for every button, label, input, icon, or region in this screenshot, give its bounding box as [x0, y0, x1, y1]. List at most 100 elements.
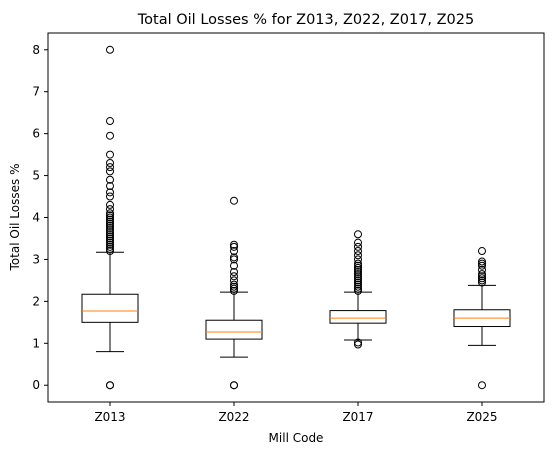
outlier-point [106, 209, 114, 218]
outlier-point [230, 240, 238, 249]
outlier-point [354, 272, 362, 281]
outlier-point [230, 268, 238, 277]
outlier-point [106, 230, 114, 239]
outlier-point [230, 242, 238, 251]
outlier-point [354, 278, 362, 287]
outlier-point [106, 240, 114, 249]
x-tick-label: Z025 [466, 410, 497, 424]
outlier-point [106, 242, 114, 251]
outlier-point [106, 167, 114, 176]
outlier-point [106, 232, 114, 241]
outlier-point [106, 131, 114, 140]
outlier-point [478, 272, 486, 281]
outlier-point [354, 255, 362, 264]
outlier-point [354, 340, 362, 349]
outlier-point [354, 230, 362, 239]
outlier-point [106, 226, 114, 235]
outlier-point [106, 211, 114, 220]
outlier-point [354, 247, 362, 256]
outlier-point [478, 257, 486, 266]
y-tick-label: 1 [32, 336, 40, 350]
outlier-point [230, 276, 238, 285]
outlier-point [106, 205, 114, 214]
outlier-point [106, 158, 114, 167]
y-tick-label: 2 [32, 294, 40, 308]
outlier-point [230, 286, 238, 295]
y-tick-label: 3 [32, 252, 40, 266]
outlier-point [354, 338, 362, 347]
outlier-point [106, 215, 114, 224]
y-tick-label: 6 [32, 127, 40, 141]
outlier-point [230, 280, 238, 289]
outlier-point [106, 192, 114, 201]
outlier-point [354, 274, 362, 283]
outlier-point [230, 284, 238, 293]
outlier-point [230, 381, 238, 390]
outlier-point [354, 270, 362, 279]
outlier-point [230, 272, 238, 281]
outlier-point [106, 244, 114, 253]
outlier-point [106, 200, 114, 209]
y-tick-label: 4 [32, 211, 40, 225]
outlier-point [478, 261, 486, 270]
outlier-point [354, 286, 362, 295]
plot-frame [47, 32, 545, 403]
y-tick-label: 0 [32, 378, 40, 392]
y-tick-label: 7 [32, 85, 40, 99]
outlier-point [354, 276, 362, 285]
outlier-point [106, 150, 114, 159]
outlier-point [106, 117, 114, 126]
outlier-point [354, 263, 362, 272]
outlier-point [354, 242, 362, 251]
outlier-point [230, 282, 238, 291]
outlier-point [106, 163, 114, 172]
outlier-point [354, 284, 362, 293]
outlier-point [478, 247, 486, 256]
x-axis-label: Mill Code [269, 431, 324, 445]
outlier-point [230, 247, 238, 256]
outlier-point [478, 276, 486, 285]
x-tick-label: Z022 [218, 410, 249, 424]
outlier-point [106, 182, 114, 191]
outlier-point [478, 381, 486, 390]
outlier-point [106, 219, 114, 228]
outlier-point [230, 253, 238, 262]
outlier-point [106, 223, 114, 232]
outlier-point [354, 268, 362, 277]
outlier-point [230, 261, 238, 270]
outlier-point [106, 247, 114, 256]
outlier-point [106, 213, 114, 222]
chart-marks: 0 1 2 3 4 5 6 7 8 Z013 Z022 Z017 Z025 [32, 43, 511, 424]
outlier-point [106, 381, 114, 390]
x-tick-label: Z017 [342, 410, 373, 424]
box-iqr [81, 293, 139, 323]
chart-title: Total Oil Losses % for Z013, Z022, Z017,… [137, 12, 474, 28]
outlier-point [106, 236, 114, 245]
outlier-point [478, 274, 486, 283]
outlier-point [106, 188, 114, 197]
outlier-point [354, 238, 362, 247]
x-tick-label: Z013 [94, 410, 125, 424]
outlier-point [106, 175, 114, 184]
outlier-point [478, 270, 486, 279]
outlier-point [478, 265, 486, 274]
outlier-point [354, 259, 362, 268]
outlier-point [230, 196, 238, 205]
y-axis-label: Total Oil Losses % [8, 164, 22, 272]
outlier-point [354, 282, 362, 291]
outlier-point [106, 217, 114, 226]
outlier-point [106, 234, 114, 243]
box-iqr [329, 310, 387, 324]
outlier-point [354, 261, 362, 270]
outlier-point [478, 259, 486, 268]
outlier-point [230, 255, 238, 264]
y-tick-label: 8 [32, 43, 40, 57]
outlier-point [106, 45, 114, 54]
box-iqr [205, 319, 263, 340]
y-tick-label: 5 [32, 169, 40, 183]
outlier-point [106, 238, 114, 247]
outlier-point [478, 278, 486, 287]
outlier-point [354, 280, 362, 289]
outlier-point [106, 228, 114, 237]
outlier-point [106, 221, 114, 230]
